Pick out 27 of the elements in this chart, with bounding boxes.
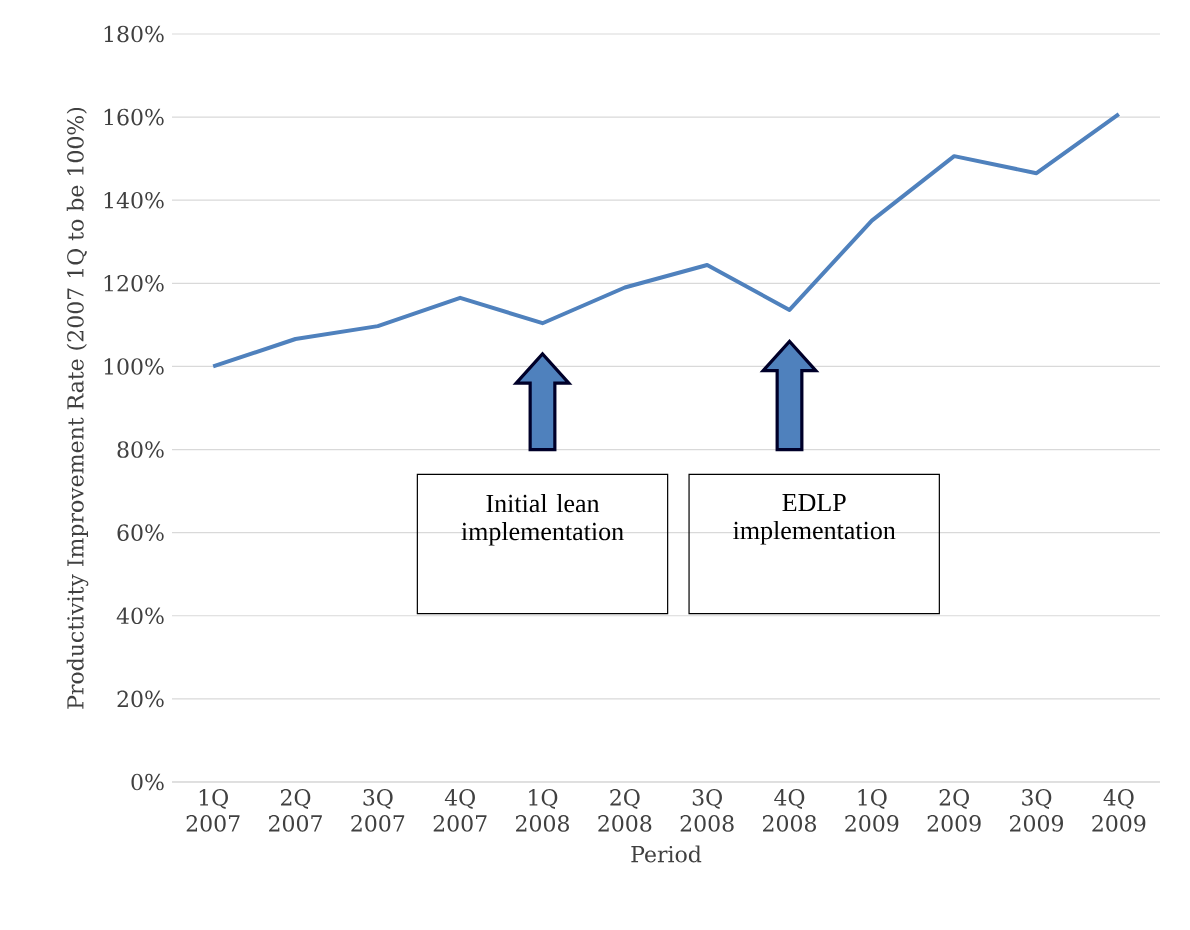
- y-tick-label: 20%: [117, 690, 164, 708]
- annotation: Initial lean implementation: [461, 494, 624, 546]
- x-tick-label: 2Q 2009: [927, 789, 981, 832]
- y-tick-label: 140%: [104, 191, 164, 209]
- y-tick-label: 0%: [131, 773, 164, 791]
- x-tick-label: 1Q 2009: [845, 789, 899, 832]
- x-tick-label: 4Q 2008: [763, 789, 816, 832]
- y-tick-label: 60%: [117, 524, 164, 541]
- x-axis-title: Period: [631, 845, 702, 863]
- x-tick-label: 2Q 2008: [598, 789, 652, 832]
- x-tick-label: 2Q 2007: [269, 789, 322, 832]
- x-tick-label: 3Q 2007: [351, 789, 405, 832]
- line-series: [211, 112, 1121, 369]
- y-tick-label: 120%: [104, 275, 164, 292]
- x-tick-label: 1Q 2008: [516, 789, 569, 832]
- x-tick-label: 4Q 2009: [1092, 789, 1146, 832]
- y-tick-label: 40%: [116, 607, 164, 625]
- x-tick-label: 4Q 2007: [433, 789, 487, 832]
- x-tick-label: 3Q 2008: [680, 789, 734, 832]
- y-axis-title: Productivity Improvement Rate (2007 1Q to be 100%): [66, 107, 89, 709]
- y-tick-label: 160%: [104, 108, 164, 126]
- y-tick-label: 180%: [104, 25, 164, 43]
- annotation: EDLP implementation: [733, 494, 896, 545]
- y-tick-label: 80%: [117, 441, 164, 458]
- x-tick-label: 1Q 2007: [186, 789, 240, 832]
- y-tick-label: 100%: [104, 358, 164, 375]
- x-tick-label: 3Q 2009: [1010, 789, 1063, 832]
